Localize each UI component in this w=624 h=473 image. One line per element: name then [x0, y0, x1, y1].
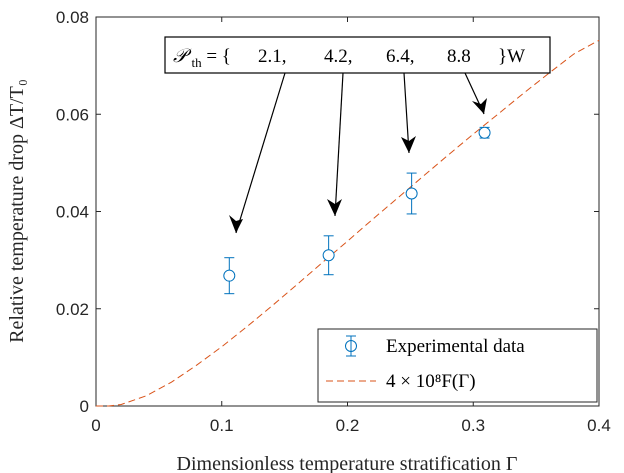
- arrow-1: [235, 72, 286, 234]
- annotation-arrows: [229, 72, 487, 234]
- legend: Experimental data 4 × 10⁸F(Γ): [317, 328, 598, 403]
- data-point: [478, 126, 491, 139]
- data-marker: [405, 187, 418, 200]
- arrow-head-2: [327, 199, 342, 216]
- data-marker: [322, 249, 335, 262]
- annotation-suffix: }W: [498, 46, 525, 67]
- annotation-value-4: 8.8: [447, 46, 471, 67]
- arrow-head-1: [229, 215, 243, 233]
- annotation-box: [164, 36, 551, 74]
- annotation-subscript: th: [191, 55, 202, 70]
- legend-marker-experimental: [345, 335, 357, 357]
- y-tick-label: 0.02: [56, 300, 89, 319]
- y-axis-title: Relative temperature drop ΔT/T₀: [6, 79, 28, 343]
- annotation-equals: = {: [206, 46, 231, 67]
- data-points-group: [223, 126, 491, 295]
- y-tick-label: 0.08: [56, 8, 89, 27]
- annotation-symbol: 𝒫: [173, 46, 192, 67]
- fit-curve: [96, 39, 600, 407]
- arrow-head-4: [472, 98, 487, 114]
- arrow-head-3: [401, 136, 416, 153]
- power-annotation: 𝒫 th = { 2.1, 4.2, 6.4, 8.8 }W: [164, 36, 551, 74]
- arrow-3: [403, 72, 410, 154]
- annotation-value-3: 6.4,: [386, 46, 415, 67]
- x-tick-label: 0: [91, 416, 100, 435]
- y-tick-label: 0.06: [56, 105, 89, 124]
- y-tick-label: 0.04: [56, 203, 89, 222]
- data-marker: [478, 126, 491, 139]
- legend-label-experimental: Experimental data: [386, 336, 525, 357]
- x-axis-title: Dimensionless temperature stratification…: [177, 453, 518, 473]
- x-tick-label: 0.4: [587, 416, 611, 435]
- legend-label-fit: 4 × 10⁸F(Γ): [386, 371, 476, 392]
- data-point: [223, 257, 236, 295]
- annotation-value-2: 4.2,: [324, 46, 353, 67]
- x-tick-label: 0.3: [461, 416, 485, 435]
- x-tick-label: 0.2: [336, 416, 360, 435]
- annotation-value-1: 2.1,: [258, 46, 287, 67]
- x-tick-label: 0.1: [210, 416, 234, 435]
- y-tick-label: 0: [80, 397, 89, 416]
- data-marker: [223, 269, 236, 282]
- axis-ticks: 0 0.1 0.2 0.3 0.4 0 0.02 0.04 0.06 0.08: [56, 8, 611, 435]
- data-point: [322, 235, 335, 276]
- arrow-2: [334, 72, 344, 217]
- fit-line-group: [96, 39, 600, 407]
- legend-box: [317, 328, 598, 403]
- svg-text:𝒫 th = {: 𝒫 th = {: [173, 46, 231, 72]
- data-point: [405, 172, 418, 215]
